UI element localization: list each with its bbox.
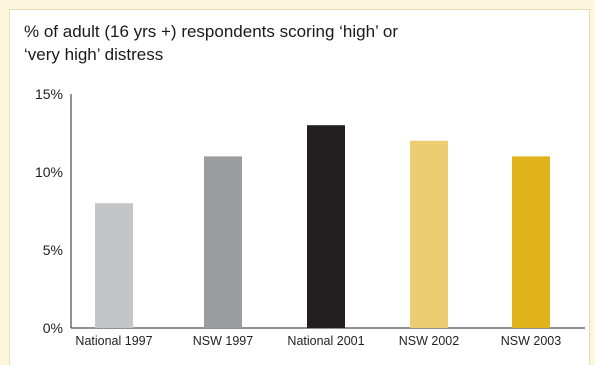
x-tick-label: National 2001 bbox=[287, 334, 364, 348]
chart-title-line-1: % of adult (16 yrs +) respondents scorin… bbox=[24, 22, 399, 41]
chart-title-line-2: ‘very high’ distress bbox=[24, 45, 164, 64]
bar bbox=[204, 156, 242, 328]
x-tick-label: NSW 2003 bbox=[501, 334, 561, 348]
x-tick-label: NSW 2002 bbox=[399, 334, 459, 348]
bar bbox=[307, 125, 345, 328]
bar bbox=[512, 156, 550, 328]
y-tick-label: 10% bbox=[35, 164, 63, 180]
bar bbox=[410, 140, 448, 328]
y-tick-label: 15% bbox=[35, 86, 63, 102]
x-tick-label: NSW 1997 bbox=[193, 334, 253, 348]
y-tick-label: 0% bbox=[43, 320, 63, 336]
y-tick-label: 5% bbox=[43, 242, 63, 258]
x-tick-label: National 1997 bbox=[75, 334, 152, 348]
bar bbox=[95, 203, 133, 328]
chart-title: % of adult (16 yrs +) respondents scorin… bbox=[24, 20, 484, 66]
